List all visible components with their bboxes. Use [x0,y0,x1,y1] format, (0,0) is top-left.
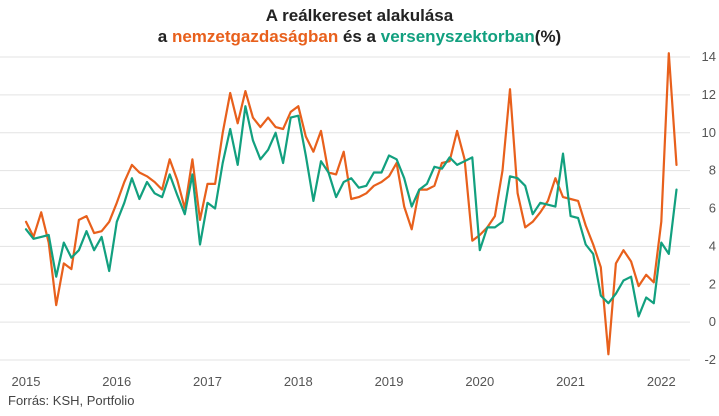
y-axis: -2 0 2 4 6 8 10 12 14 [702,49,716,367]
y-tick-label: 0 [709,314,716,329]
subtitle-series1: nemzetgazdaságban [171,27,339,46]
series-line-versenyszektorban [24,105,678,318]
subtitle-middle: és a [338,27,381,46]
source-note: Forrás: KSH, Portfolio [8,393,135,408]
x-tick-label: 2021 [556,374,585,389]
y-tick-label: 8 [709,163,716,178]
x-tick-label: 2015 [12,374,41,389]
x-tick-label: 2018 [284,374,313,389]
x-tick-label: 2017 [193,374,222,389]
subtitle-prefix: a [157,27,172,46]
y-tick-label: -2 [704,352,716,367]
x-tick-label: 2016 [102,374,131,389]
y-tick-label: 6 [709,201,716,216]
x-tick-label: 2019 [375,374,404,389]
subtitle-suffix: (%) [534,27,562,46]
series-lines [24,52,678,356]
x-tick-label: 2020 [465,374,494,389]
x-tick-label: 2022 [647,374,676,389]
y-tick-label: 10 [702,125,716,140]
y-tick-label: 2 [709,276,716,291]
y-tick-label: 4 [709,238,716,253]
chart-title: A reálkereset alakulása [265,6,454,25]
grid-lines [0,56,690,361]
y-tick-label: 12 [702,87,716,102]
chart-subtitle: a nemzetgazdaságban és a versenyszektorb… [0,27,719,47]
subtitle-series2: versenyszektorban [380,27,535,46]
y-tick-label: 14 [702,49,716,64]
x-axis: 2015 2016 2017 2018 2019 2020 2021 2022 [12,374,676,389]
